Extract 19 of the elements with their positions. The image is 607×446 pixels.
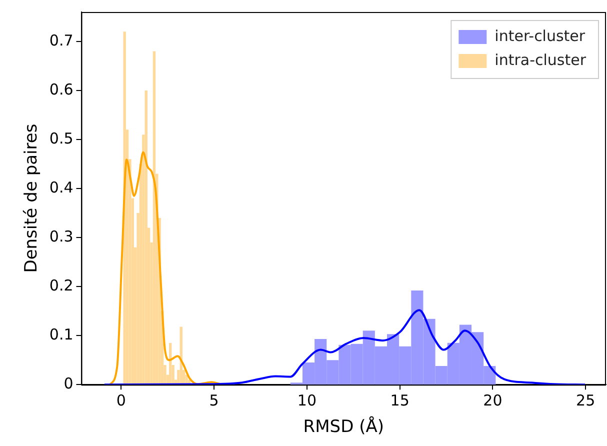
y-tick-label: 0.7 [49,31,74,50]
y-tick-label: 0.3 [49,227,74,246]
x-tick-label: 5 [209,391,219,410]
legend-label: intra-cluster [494,50,587,69]
x-tick-label: 25 [576,391,596,410]
x-tick-label: 20 [483,391,502,410]
y-tick-label: 0.1 [49,325,74,344]
y-tick-label: 0.2 [49,276,74,294]
x-tick-label: 0 [116,391,126,410]
y-tick-label: 0 [64,374,74,392]
line-series [103,309,586,385]
y-tick-label: 0.5 [49,129,74,148]
legend-label: inter-cluster [494,26,586,45]
y-tick-label: 0.4 [49,178,74,196]
y-axis-title: Densité de paires [22,124,42,273]
y-tick-label: 0.6 [49,80,74,98]
x-tick-label: 15 [390,391,410,410]
x-axis-title: RMSD (Å) [303,416,384,438]
x-tick-label: 10 [297,391,316,410]
